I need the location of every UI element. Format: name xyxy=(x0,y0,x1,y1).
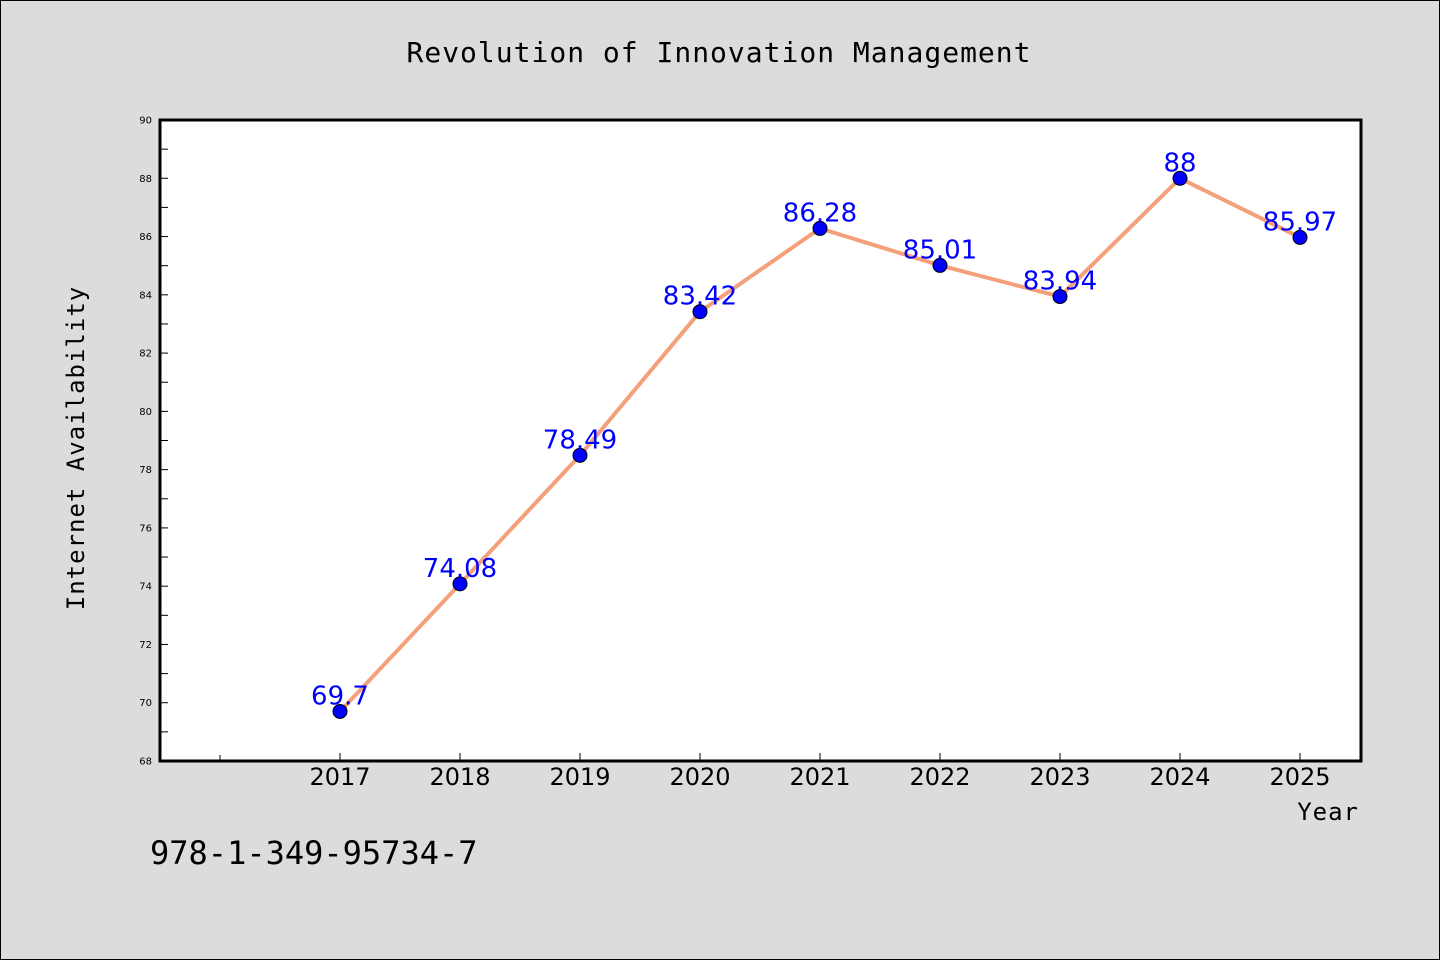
x-tick-label: 2022 xyxy=(909,763,970,791)
data-label: 74.08 xyxy=(423,554,497,584)
y-tick-label: 72 xyxy=(139,640,152,651)
x-tick-label: 2017 xyxy=(309,763,370,791)
chart-marks: 68 70 72 74 76 78 80 82 84 86 88 90 2017 2018 2019 2020… xyxy=(139,116,1337,792)
data-label: 85.97 xyxy=(1263,207,1337,237)
x-tick-label: 2021 xyxy=(789,763,850,791)
data-label: 83.42 xyxy=(663,282,737,312)
x-tick-label: 2020 xyxy=(669,763,730,791)
data-point xyxy=(932,257,948,273)
y-tick-label: 82 xyxy=(139,349,152,360)
chart-title: Revolution of Innovation Management xyxy=(406,36,1031,69)
data-label: 69.7 xyxy=(311,681,369,711)
plot-area xyxy=(160,120,1361,761)
x-tick-label: 2025 xyxy=(1269,763,1330,791)
y-tick-label: 88 xyxy=(139,174,152,185)
y-tick-label: 70 xyxy=(139,698,152,709)
data-label: 86.28 xyxy=(783,198,857,228)
data-label: 78.49 xyxy=(543,425,617,455)
x-tick-label: 2018 xyxy=(429,763,490,791)
data-point xyxy=(1052,289,1068,305)
x-tick-label: 2019 xyxy=(549,763,610,791)
data-label: 88 xyxy=(1163,148,1196,178)
y-tick-label: 68 xyxy=(139,757,152,768)
footnote-isbn: 978-1-349-95734-7 xyxy=(150,834,478,872)
data-point xyxy=(332,703,348,719)
data-point xyxy=(452,576,468,592)
data-point xyxy=(572,447,588,463)
y-tick-label: 84 xyxy=(139,290,152,301)
data-label: 85.01 xyxy=(903,235,977,265)
y-tick-label: 90 xyxy=(139,116,152,127)
data-point xyxy=(812,220,828,236)
y-tick-label: 76 xyxy=(139,523,152,534)
y-axis-label: Internet Availability xyxy=(62,286,90,610)
y-tick-label: 74 xyxy=(139,582,152,593)
data-label: 83.94 xyxy=(1023,267,1097,297)
x-tick-label: 2023 xyxy=(1029,763,1090,791)
data-point xyxy=(692,304,708,320)
y-tick-label: 86 xyxy=(139,232,152,243)
x-tick-label: 2024 xyxy=(1149,763,1210,791)
data-point xyxy=(1172,170,1188,186)
x-axis-label: Year xyxy=(1297,798,1359,826)
y-tick-label: 78 xyxy=(139,465,152,476)
y-tick-label: 80 xyxy=(139,407,152,418)
data-point xyxy=(1292,229,1308,245)
plot-frame xyxy=(158,118,1363,763)
